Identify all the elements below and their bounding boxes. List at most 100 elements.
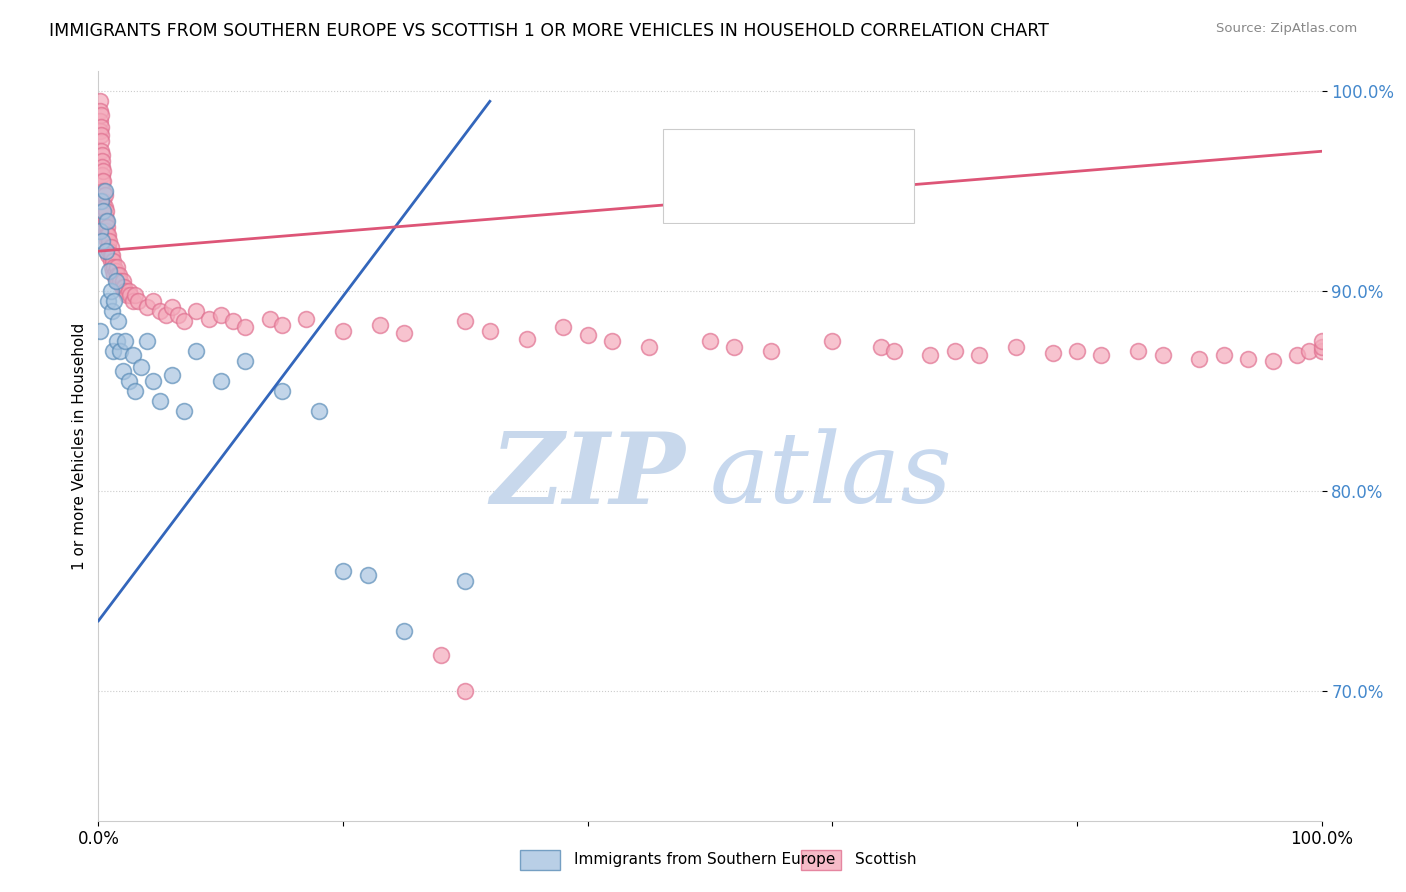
Point (93, 208, 115, 222)
Point (115, 288, 138, 302)
Point (103, 294, 125, 309)
Point (101, 254, 124, 268)
Point (89, 224, 111, 238)
Point (91, 161, 114, 175)
Point (967, 348, 990, 362)
Text: Immigrants from Southern Europe: Immigrants from Southern Europe (574, 853, 835, 867)
Point (103, 260, 125, 275)
Y-axis label: 1 or more Vehicles in Household: 1 or more Vehicles in Household (72, 322, 87, 570)
Point (101, 264, 124, 278)
Point (1261, 354, 1284, 368)
Point (160, 368, 183, 382)
Point (356, 567, 378, 582)
Point (93, 214, 115, 228)
Point (90, 194, 112, 209)
Point (1310, 340, 1333, 354)
Text: R =: R = (707, 189, 745, 207)
Point (124, 384, 146, 398)
Point (270, 318, 294, 332)
Point (197, 312, 219, 326)
Text: ZIP: ZIP (491, 428, 686, 524)
Point (821, 334, 844, 348)
Point (142, 374, 165, 388)
Point (89, 124, 111, 138)
Point (93, 200, 115, 214)
Point (118, 284, 141, 298)
Point (209, 374, 232, 388)
Point (454, 683, 477, 698)
Point (1004, 340, 1026, 354)
Point (186, 344, 208, 359)
Text: Source: ZipAtlas.com: Source: ZipAtlas.com (1216, 22, 1357, 36)
Point (96, 228, 118, 243)
Point (97, 248, 120, 262)
Point (104, 274, 127, 288)
Point (222, 314, 245, 328)
Point (89, 95, 111, 109)
Point (91, 200, 114, 214)
Point (100, 284, 122, 298)
Point (90, 108, 112, 122)
Point (943, 344, 966, 359)
Point (108, 268, 131, 282)
Point (98, 244, 121, 259)
Point (270, 384, 294, 398)
Point (91, 234, 114, 248)
Point (105, 334, 128, 348)
FancyBboxPatch shape (668, 136, 699, 169)
Point (91, 164, 114, 178)
Point (112, 280, 135, 294)
Point (136, 300, 159, 314)
Point (454, 314, 477, 328)
Text: Scottish: Scottish (855, 853, 917, 867)
Point (600, 334, 623, 348)
Point (127, 294, 149, 309)
Point (93, 188, 115, 202)
Point (89, 324, 111, 338)
Text: atlas: atlas (710, 428, 953, 524)
Point (295, 312, 318, 326)
Point (98, 264, 121, 278)
Point (114, 284, 136, 298)
Point (478, 324, 501, 338)
Point (173, 314, 195, 328)
FancyBboxPatch shape (668, 181, 699, 214)
Point (94, 244, 117, 259)
Point (100, 248, 122, 262)
Point (233, 354, 256, 368)
Point (155, 308, 177, 322)
Point (761, 344, 783, 359)
Point (114, 334, 136, 348)
Point (1212, 348, 1234, 362)
Point (167, 308, 190, 322)
Point (91, 174, 114, 188)
Point (121, 348, 143, 362)
Point (1090, 348, 1112, 362)
Point (93, 184, 115, 198)
Point (94, 224, 117, 238)
Point (118, 374, 141, 388)
Point (1128, 344, 1150, 359)
Point (259, 312, 281, 326)
Point (91, 204, 114, 219)
Point (430, 648, 453, 662)
Text: N =: N = (814, 144, 855, 161)
Point (104, 264, 127, 278)
Point (173, 404, 195, 418)
Point (308, 404, 330, 418)
Point (142, 294, 165, 309)
Point (90, 134, 112, 148)
Point (392, 624, 416, 638)
Point (129, 360, 152, 375)
Point (1310, 344, 1333, 359)
Point (103, 268, 125, 282)
Point (100, 240, 122, 254)
Point (111, 280, 134, 294)
Point (515, 332, 537, 346)
Point (107, 314, 129, 328)
Point (90, 145, 112, 159)
Point (101, 260, 124, 275)
Point (91, 174, 114, 188)
Point (392, 326, 416, 340)
Point (97, 294, 120, 309)
